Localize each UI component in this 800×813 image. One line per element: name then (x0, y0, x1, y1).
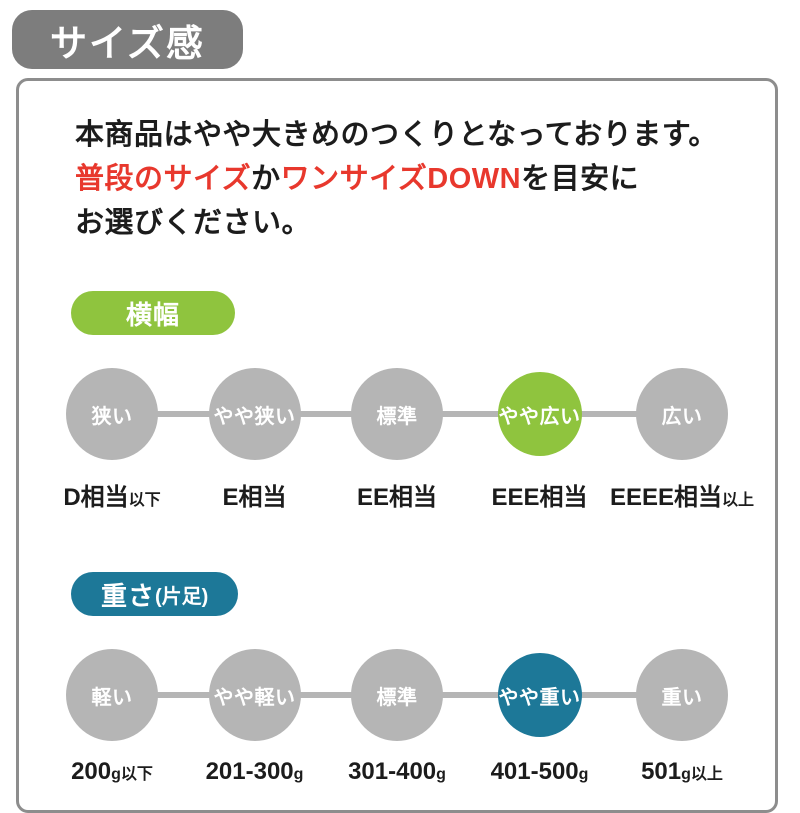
weight-badge-per-foot: (片足) (155, 585, 209, 608)
weight-node-slightly-heavy-selected: やや重い (497, 653, 582, 737)
weight-node-value: 201-300g (205, 758, 304, 785)
weight-node-column: やや軽い 201-300g (205, 649, 304, 786)
width-node-column: 広い EEEE相当以上 (610, 368, 754, 512)
weight-node-value: 401-500g (490, 758, 589, 785)
weight-node-value: 301-400g (348, 758, 446, 785)
notice-line-2: 普段のサイズかワンサイズDOWNを目安に (75, 157, 735, 201)
size-guide-panel: 本商品はやや大きめのつくりとなっております。 普段のサイズかワンサイズDOWNを… (16, 78, 778, 813)
weight-section-badge: 重さ (片足) (71, 572, 239, 616)
width-node-column: 標準 EE相当 (351, 368, 443, 512)
width-scale: 狭い D相当以下 やや狭い E相当 標準 EE相当 やや広い EEE相当 広い … (19, 368, 775, 512)
size-feel-title-badge: サイズ感 (12, 10, 243, 69)
weight-node-value: 501g以上 (641, 758, 723, 785)
notice-or: か (251, 163, 281, 195)
width-node-wide: 広い (636, 368, 728, 460)
weight-node-heavy: 重い (636, 649, 728, 741)
width-node-value: D相当以下 (63, 484, 161, 511)
width-node-column: やや狭い E相当 (208, 368, 301, 512)
width-node-standard: 標準 (351, 368, 443, 460)
notice-usual-size: 普段のサイズ (75, 163, 252, 195)
width-node-narrow: 狭い (66, 368, 158, 460)
notice-line-3: お選びください。 (75, 207, 312, 239)
width-node-column: 狭い D相当以下 (63, 368, 161, 512)
size-feel-title: サイズ感 (50, 22, 205, 64)
weight-node-column: 標準 301-400g (348, 649, 446, 786)
width-node-value: EEEE相当以上 (609, 484, 755, 511)
notice-line-1: 本商品はやや大きめのつくりとなっております。 (75, 119, 718, 151)
width-node-slightly-narrow: やや狭い (208, 368, 301, 460)
width-node-slightly-wide-selected: やや広い (497, 372, 582, 456)
width-badge-label: 横幅 (125, 299, 180, 330)
width-node-value: EEE相当 (491, 484, 588, 511)
notice-as-guide: を目安に (521, 163, 640, 195)
width-section-badge: 横幅 (71, 291, 235, 335)
weight-node-value: 200g以下 (71, 758, 153, 785)
weight-node-slightly-light: やや軽い (208, 649, 301, 741)
weight-badge-label: 重さ (101, 580, 156, 611)
weight-node-light: 軽い (66, 649, 158, 741)
weight-node-column: 軽い 200g以下 (66, 649, 158, 786)
weight-node-standard: 標準 (351, 649, 443, 741)
weight-scale: 軽い 200g以下 やや軽い 201-300g 標準 301-400g やや重い… (19, 649, 775, 786)
sizing-notice: 本商品はやや大きめのつくりとなっております。 普段のサイズかワンサイズDOWNを… (19, 113, 775, 245)
weight-node-column: やや重い 401-500g (490, 649, 589, 786)
width-node-value: EE相当 (356, 484, 437, 511)
width-node-column: やや広い EEE相当 (491, 368, 588, 512)
weight-node-column: 重い 501g以上 (636, 649, 728, 786)
width-node-value: E相当 (222, 484, 287, 511)
notice-one-size-down: ワンサイズDOWN (280, 163, 522, 195)
